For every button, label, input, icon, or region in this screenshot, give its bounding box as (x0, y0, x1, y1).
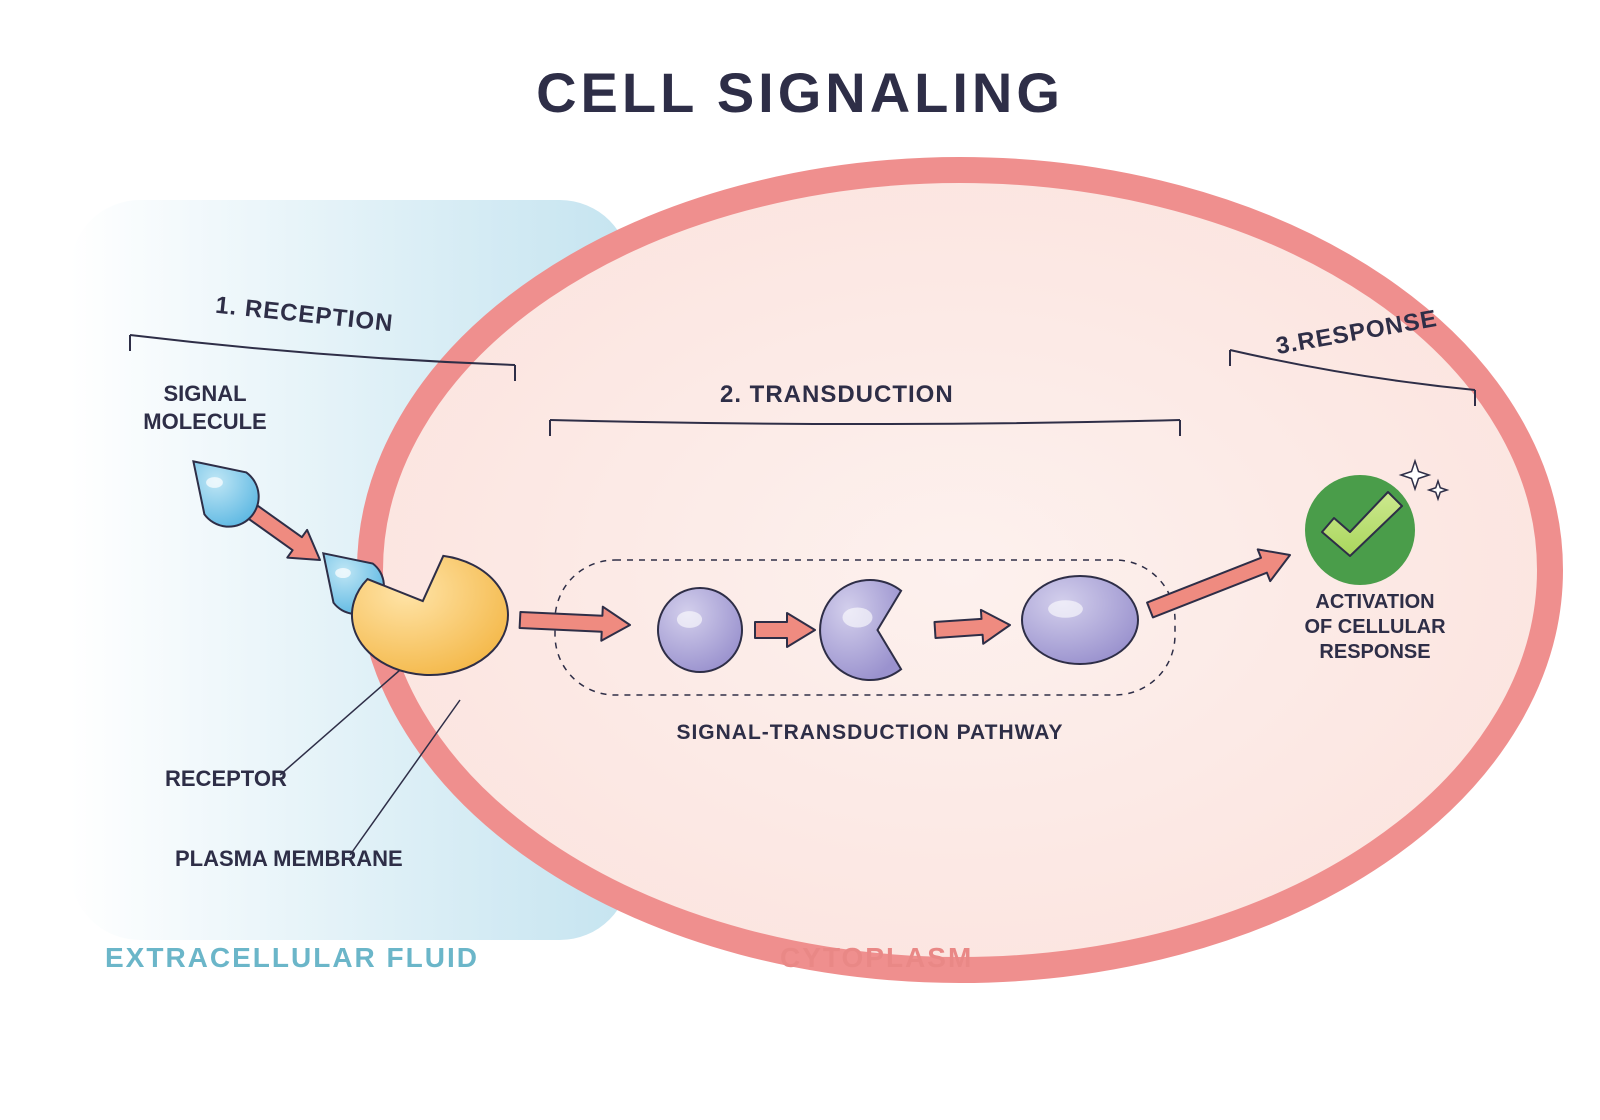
diagram-stage: CELL SIGNALING (0, 0, 1600, 1120)
receptor-label: RECEPTOR (165, 765, 287, 793)
pathway-label: SIGNAL-TRANSDUCTION PATHWAY (620, 720, 1120, 746)
cytoplasm-label: CYTOPLASM (780, 940, 973, 975)
signal-molecule-label: SIGNALMOLECULE (135, 380, 275, 435)
relay-protein-1-icon (658, 588, 742, 672)
relay-protein-3-icon (1022, 576, 1138, 664)
activation-label: ACTIVATIONOF CELLULARRESPONSE (1290, 590, 1460, 665)
plasma-membrane-label: PLASMA MEMBRANE (175, 845, 403, 873)
extracellular-label: EXTRACELLULAR FLUID (105, 940, 479, 975)
transduction-stage-label: 2. TRANSDUCTION (720, 380, 954, 410)
